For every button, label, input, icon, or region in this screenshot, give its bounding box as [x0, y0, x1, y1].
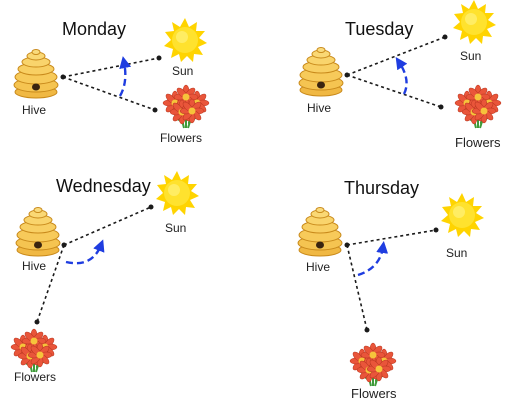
flowers-direction-line: [36, 244, 65, 323]
beehive-icon: [15, 207, 61, 257]
day-title-monday: Monday: [62, 19, 126, 39]
sun-direction-line: [346, 36, 446, 76]
sun-direction-line: [63, 206, 152, 246]
beehive-icon: [297, 207, 343, 257]
flowers-direction-line: [346, 74, 442, 108]
flowers-icon: [11, 329, 57, 372]
sun-icon: [156, 171, 199, 215]
flowers-direction-line: [62, 76, 156, 111]
angle-arrow-icon: [357, 241, 389, 277]
flowers-point: [34, 319, 40, 325]
sun-icon: [164, 18, 207, 62]
flowers-label: Flowers: [455, 135, 501, 150]
panel-thursday: Thursday Hive Sun Flowers: [297, 178, 484, 401]
hive-label: Hive: [307, 101, 331, 115]
hive-label: Hive: [22, 103, 46, 117]
beehive-icon: [13, 49, 59, 99]
sun-direction-line: [62, 57, 160, 78]
hive-label: Hive: [22, 259, 46, 273]
sun-point: [148, 204, 154, 210]
flowers-icon: [350, 343, 396, 386]
flowers-icon: [455, 85, 501, 128]
sun-point: [433, 227, 439, 233]
angle-arrow-icon: [395, 57, 408, 95]
angle-arrow-icon: [118, 56, 132, 97]
sun-icon: [441, 193, 484, 237]
day-title-tuesday: Tuesday: [345, 19, 413, 39]
flowers-icon: [163, 85, 209, 128]
sun-direction-line: [346, 229, 437, 246]
hive-label: Hive: [306, 260, 330, 274]
flowers-point: [152, 107, 158, 113]
panel-tuesday: Tuesday Hive Sun Flowers: [298, 0, 501, 150]
angle-arrow-icon: [65, 239, 105, 265]
flowers-label: Flowers: [351, 386, 397, 401]
flowers-label: Flowers: [14, 370, 56, 384]
panel-wednesday: Wednesday Hive Sun Flowers: [11, 171, 199, 384]
flowers-direction-line: [346, 244, 368, 331]
sun-label: Sun: [172, 64, 193, 78]
panel-monday: Monday Hive Sun Flowers: [13, 18, 209, 145]
day-title-wednesday: Wednesday: [56, 176, 151, 196]
flowers-point: [364, 327, 370, 333]
sun-point: [442, 34, 448, 40]
day-title-thursday: Thursday: [344, 178, 419, 198]
sun-label: Sun: [446, 246, 467, 260]
flowers-point: [438, 104, 444, 110]
sun-label: Sun: [460, 49, 481, 63]
flowers-label: Flowers: [160, 131, 202, 145]
beehive-icon: [298, 47, 344, 97]
sun-icon: [453, 0, 496, 44]
sun-label: Sun: [165, 221, 186, 235]
sun-point: [156, 55, 162, 61]
